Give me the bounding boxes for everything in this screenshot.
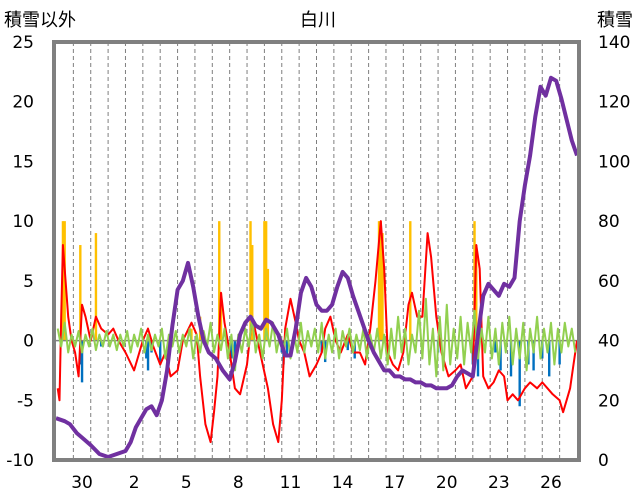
chart-title: 白川 — [300, 10, 336, 31]
precipitation-bar — [509, 340, 513, 377]
x-tick-label: 8 — [233, 473, 244, 493]
x-tick-label: 30 — [71, 473, 93, 493]
precipitation-bar — [499, 340, 502, 371]
sunshine-bar — [218, 221, 221, 341]
precipitation-bar — [532, 340, 535, 371]
precipitation-bar — [494, 340, 497, 353]
wind-line — [56, 297, 577, 378]
left-tick-labels: -10 -5 0 5 10 15 20 25 — [6, 33, 34, 471]
sunshine-bar — [79, 245, 82, 341]
x-tick-label: 23 — [488, 473, 510, 493]
precipitation-bar — [80, 340, 84, 383]
precipitation-bar — [159, 340, 162, 365]
right-tick-label: 0 — [598, 451, 609, 471]
x-tick-labels: 30 2 5 8 11 14 17 20 23 26 — [71, 473, 562, 493]
sunshine-bar — [475, 245, 478, 341]
precipitation-bar — [145, 340, 148, 359]
precipitation-bar — [146, 340, 150, 371]
x-tick-label: 5 — [181, 473, 192, 493]
sunshine-bar — [94, 233, 98, 341]
x-tick-label: 11 — [280, 473, 302, 493]
precipitation-bar — [285, 340, 289, 355]
precipitation-bar — [346, 340, 349, 351]
right-tick-label: 20 — [598, 391, 620, 411]
sunshine-bar — [377, 221, 381, 341]
left-tick-label: 20 — [12, 93, 34, 113]
x-tick-label: 2 — [129, 473, 140, 493]
x-tick-label: 26 — [540, 473, 562, 493]
precipitation-bar — [353, 340, 356, 359]
left-tick-label: 5 — [23, 272, 34, 292]
precipitation-bar — [548, 340, 551, 377]
x-tick-label: 20 — [436, 473, 458, 493]
left-tick-label: -10 — [6, 451, 34, 471]
right-tick-label: 100 — [598, 152, 630, 172]
right-tick-label: 120 — [598, 93, 630, 113]
left-tick-label: -5 — [17, 391, 34, 411]
sunshine-bar — [381, 233, 384, 341]
precipitation-bar — [230, 340, 233, 359]
left-axis-label: 積雪以外 — [4, 10, 76, 31]
series-lines — [55, 75, 579, 459]
sunshine-bar — [409, 221, 412, 341]
snow_depth-line — [55, 75, 579, 459]
right-tick-label: 60 — [598, 272, 620, 292]
sunshine-bar — [190, 328, 193, 341]
temperature-line — [56, 220, 578, 444]
precipitation-bar — [558, 340, 561, 365]
right-tick-label: 40 — [598, 332, 620, 352]
x-tick-label: 14 — [332, 473, 354, 493]
plot-frame — [52, 40, 581, 462]
left-tick-label: 25 — [12, 33, 34, 53]
right-tick-label: 140 — [598, 33, 630, 53]
sunshine-bar — [266, 268, 270, 341]
right-tick-labels: 0 20 40 60 80 100 120 140 — [598, 33, 630, 471]
left-tick-label: 0 — [23, 332, 34, 352]
left-tick-label: 15 — [12, 152, 34, 172]
right-tick-label: 80 — [598, 212, 620, 232]
sunshine-bar — [379, 221, 382, 341]
sunshine-bar — [249, 221, 252, 341]
left-tick-label: 10 — [12, 212, 34, 232]
sunshine-bar — [264, 221, 268, 341]
x-tick-label: 17 — [384, 473, 406, 493]
sunshine-bar — [263, 221, 266, 341]
precipitation-bar — [518, 340, 521, 407]
sunshine-bar — [251, 245, 254, 341]
right-axis-label: 積雪 — [597, 10, 633, 31]
